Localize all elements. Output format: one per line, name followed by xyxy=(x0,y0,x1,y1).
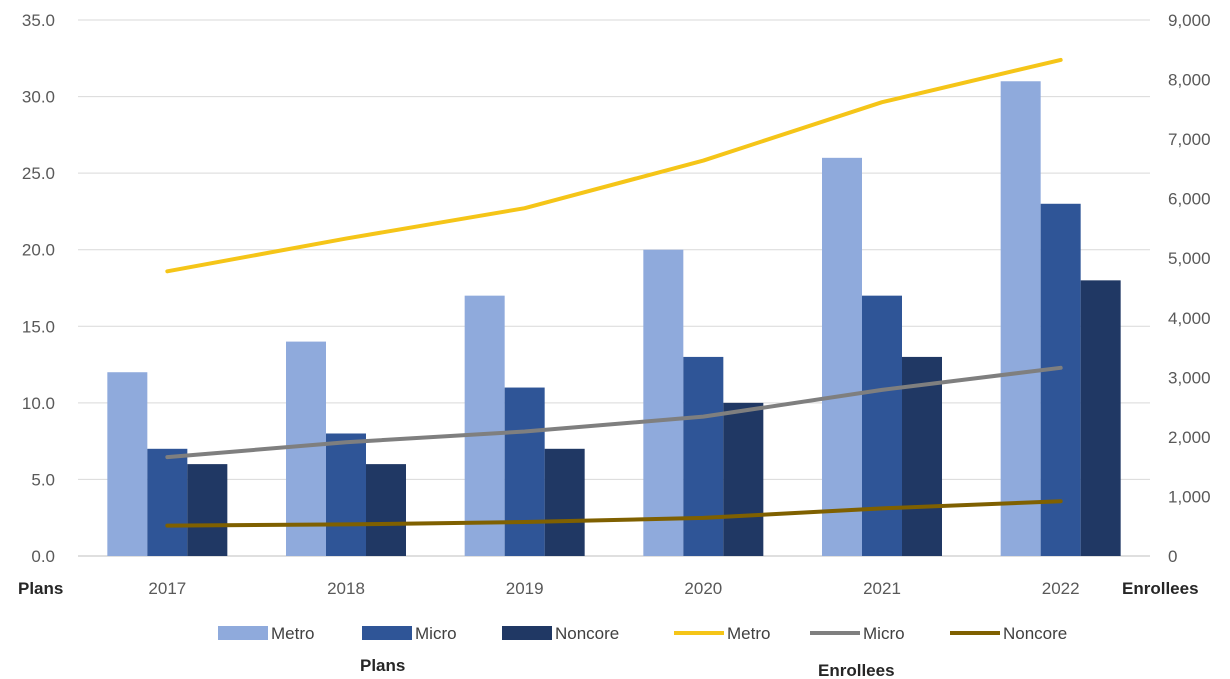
category-tick-label: 2020 xyxy=(684,579,722,598)
left-axis-tick-label: 15.0 xyxy=(22,317,55,336)
left-axis-tick-label: 10.0 xyxy=(22,394,55,413)
legend-label-bar-micro: Micro xyxy=(415,624,457,643)
right-axis-tick-label: 6,000 xyxy=(1168,190,1211,209)
left-axis-tick-label: 5.0 xyxy=(31,470,55,489)
bar-micro-2018 xyxy=(326,433,366,556)
bar-metro-2018 xyxy=(286,341,326,556)
bar-series-group xyxy=(107,81,1121,557)
bar-noncore-2018 xyxy=(366,464,406,556)
legend-label-line-noncore: Noncore xyxy=(1003,624,1067,643)
legend-label-line-micro: Micro xyxy=(863,624,905,643)
left-axis-title: Plans xyxy=(18,579,63,598)
right-axis-tick-label: 0 xyxy=(1168,547,1177,566)
right-axis-tick-label: 5,000 xyxy=(1168,249,1211,268)
bar-micro-2021 xyxy=(862,295,902,556)
bar-noncore-2019 xyxy=(544,448,585,556)
right-axis-tick-label: 2,000 xyxy=(1168,428,1211,447)
bar-micro-2017 xyxy=(147,448,188,556)
bar-metro-2020 xyxy=(643,249,684,556)
line-metro-enrollees xyxy=(165,57,1063,274)
right-axis-title: Enrollees xyxy=(1122,579,1199,598)
legend-swatch-bar-micro xyxy=(362,626,412,640)
bar-noncore-2022 xyxy=(1080,280,1121,556)
bar-metro-2022 xyxy=(1000,81,1041,556)
bar-metro-2021 xyxy=(822,157,862,557)
legend-label-line-metro: Metro xyxy=(727,624,770,643)
bar-micro-2020 xyxy=(683,356,724,556)
bar-micro-2019 xyxy=(504,387,545,556)
legend-label-bar-metro: Metro xyxy=(271,624,314,643)
category-tick-label: 2022 xyxy=(1042,579,1080,598)
right-axis-tick-label: 8,000 xyxy=(1168,71,1211,90)
line-noncore-enrollees xyxy=(165,499,1063,528)
right-axis-tick-label: 1,000 xyxy=(1168,487,1211,506)
left-axis-tick-label: 20.0 xyxy=(22,241,55,260)
legend: Metro Micro Noncore Metro Micro Noncore xyxy=(218,624,1067,643)
legend-label-bar-noncore: Noncore xyxy=(555,624,619,643)
left-axis-tick-label: 30.0 xyxy=(22,88,55,107)
category-axis-ticks: 2017 2018 2019 2020 2021 2022 xyxy=(148,579,1079,598)
right-axis-tick-label: 9,000 xyxy=(1168,11,1211,30)
left-axis-ticks: 0.0 5.0 10.0 15.0 20.0 25.0 30.0 35.0 xyxy=(22,11,55,566)
bar-metro-2017 xyxy=(107,372,148,556)
line-micro-enrollees xyxy=(165,365,1063,460)
category-tick-label: 2017 xyxy=(148,579,186,598)
bar-noncore-2020 xyxy=(723,402,764,556)
left-axis-tick-label: 25.0 xyxy=(22,164,55,183)
legend-bar-group-label: Plans xyxy=(360,656,405,675)
right-axis-tick-label: 3,000 xyxy=(1168,368,1211,387)
right-axis-ticks: 0 1,000 2,000 3,000 4,000 5,000 6,000 7,000 8,00… xyxy=(1168,11,1211,566)
legend-line-group-label: Enrollees xyxy=(818,661,895,679)
category-tick-label: 2019 xyxy=(506,579,544,598)
category-tick-label: 2018 xyxy=(327,579,365,598)
bar-noncore-2021 xyxy=(902,356,942,556)
category-tick-label: 2021 xyxy=(863,579,901,598)
bar-noncore-2017 xyxy=(187,464,228,556)
right-axis-tick-label: 7,000 xyxy=(1168,130,1211,149)
legend-swatch-bar-noncore xyxy=(502,626,552,640)
legend-swatch-bar-metro xyxy=(218,626,268,640)
gridlines xyxy=(78,19,1150,557)
line-series-group xyxy=(165,57,1063,528)
left-axis-tick-label: 35.0 xyxy=(22,11,55,30)
right-axis-tick-label: 4,000 xyxy=(1168,309,1211,328)
left-axis-tick-label: 0.0 xyxy=(31,547,55,566)
bar-metro-2019 xyxy=(464,295,505,556)
bar-micro-2022 xyxy=(1040,203,1081,556)
